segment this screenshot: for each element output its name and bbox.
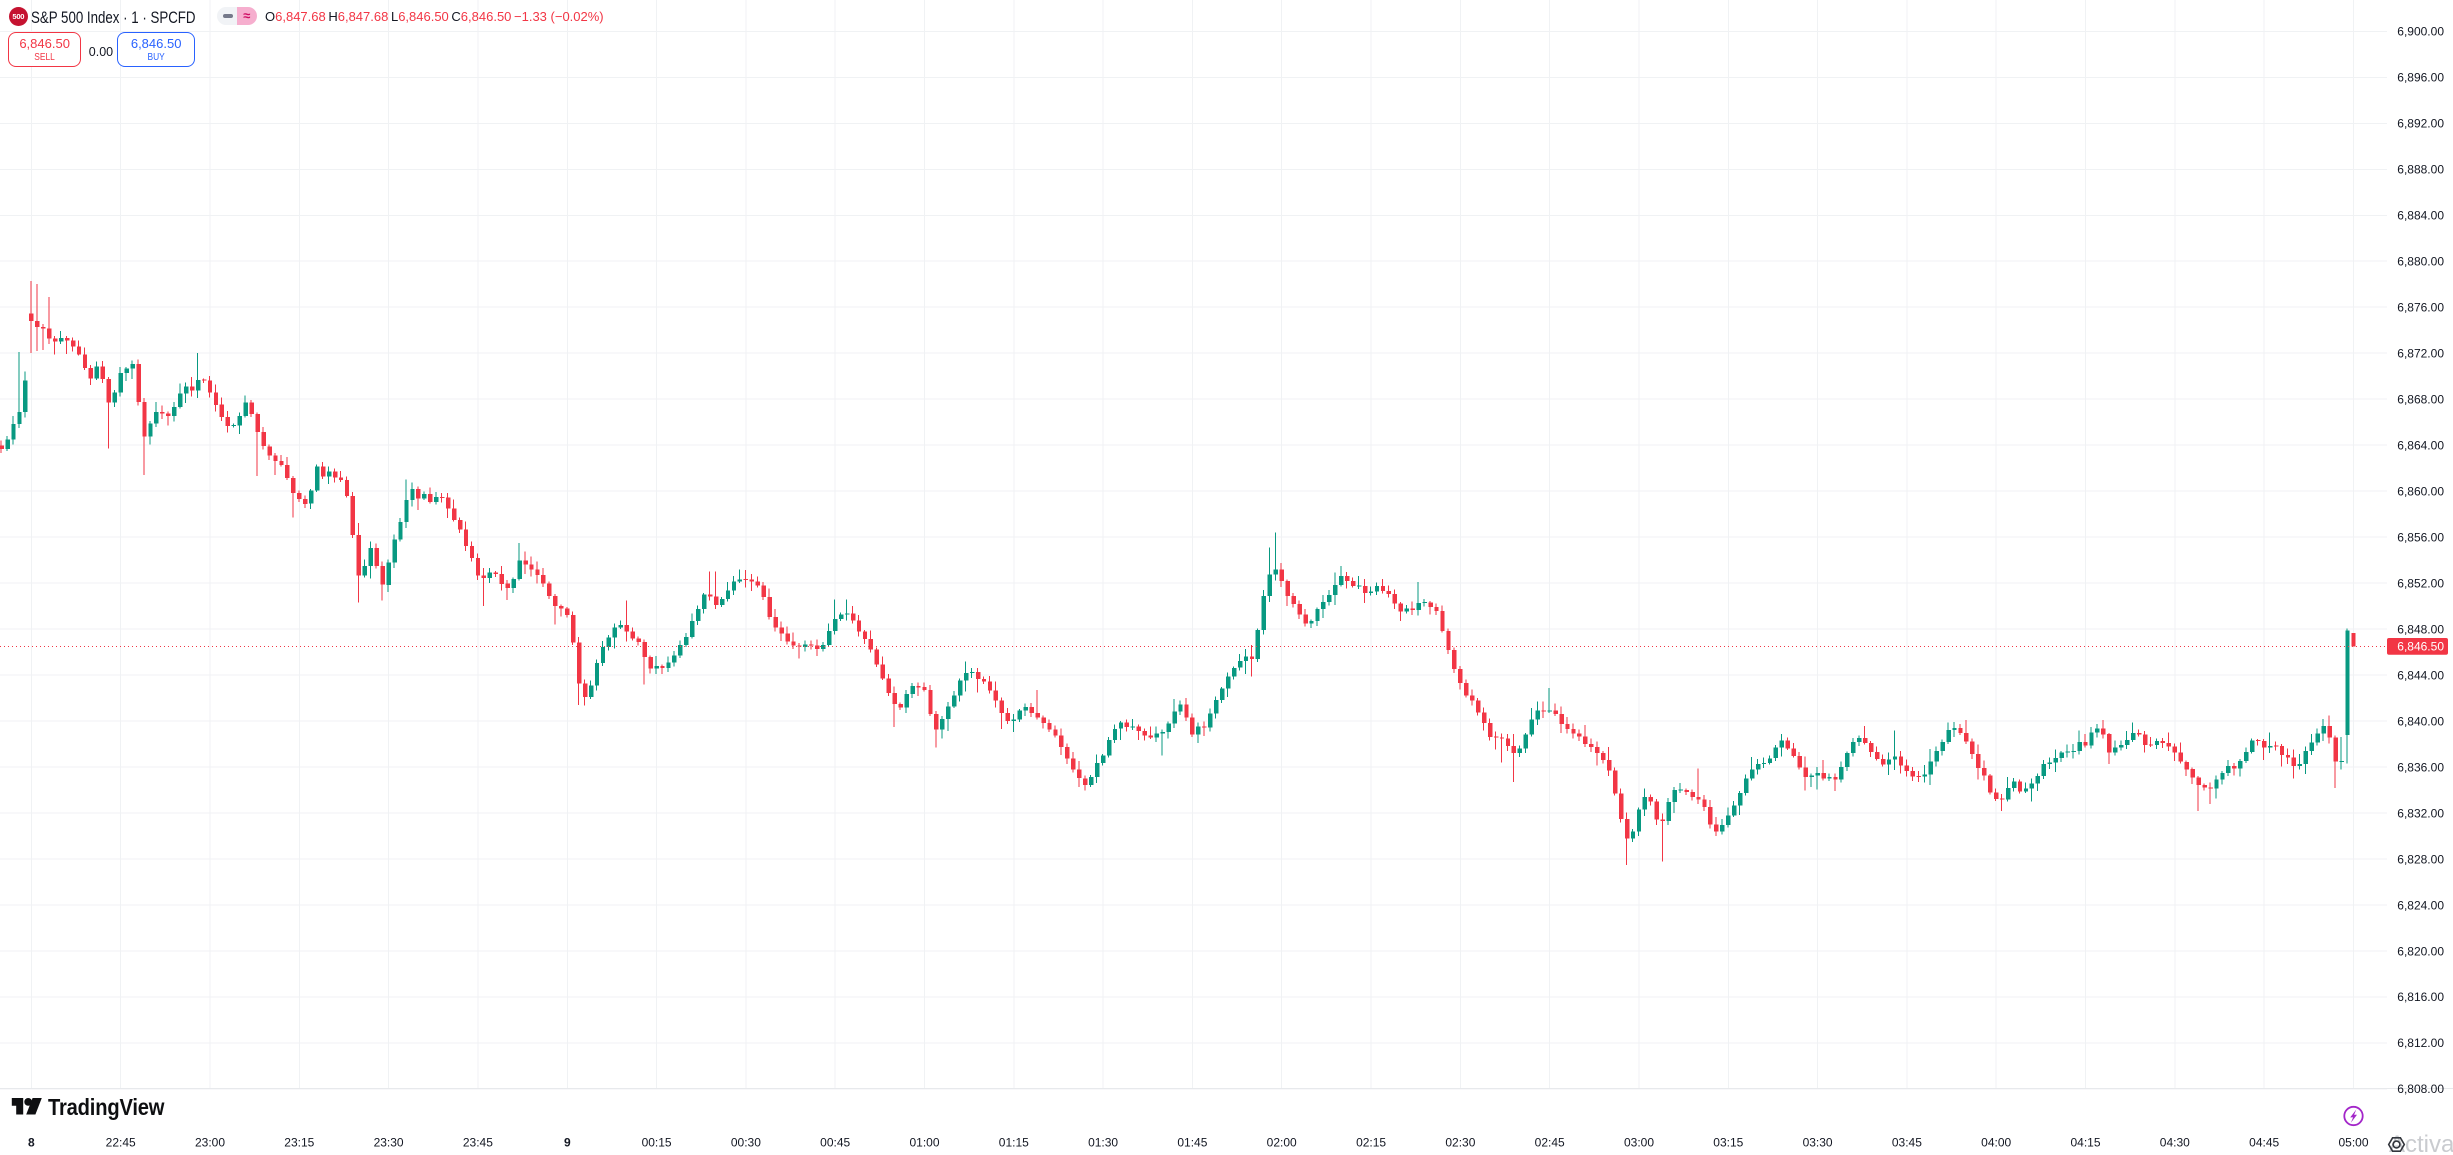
svg-text:6,872.00: 6,872.00 <box>2397 346 2444 360</box>
svg-text:6,832.00: 6,832.00 <box>2397 806 2444 820</box>
svg-text:6,824.00: 6,824.00 <box>2397 898 2444 912</box>
svg-text:04:15: 04:15 <box>2070 1135 2100 1149</box>
svg-text:6,884.00: 6,884.00 <box>2397 209 2444 223</box>
svg-text:6,856.00: 6,856.00 <box>2397 530 2444 544</box>
svg-text:6,876.00: 6,876.00 <box>2397 300 2444 314</box>
svg-text:00:15: 00:15 <box>642 1135 672 1149</box>
svg-text:22:45: 22:45 <box>106 1135 136 1149</box>
svg-text:6,852.00: 6,852.00 <box>2397 576 2444 590</box>
svg-text:6,880.00: 6,880.00 <box>2397 254 2444 268</box>
svg-text:6,888.00: 6,888.00 <box>2397 163 2444 177</box>
svg-text:6,840.00: 6,840.00 <box>2397 714 2444 728</box>
svg-text:05:00: 05:00 <box>2338 1135 2368 1149</box>
svg-text:9: 9 <box>564 1135 571 1149</box>
svg-text:23:45: 23:45 <box>463 1135 493 1149</box>
svg-text:01:15: 01:15 <box>999 1135 1029 1149</box>
svg-text:00:30: 00:30 <box>731 1135 761 1149</box>
svg-text:01:00: 01:00 <box>909 1135 939 1149</box>
svg-text:6,836.00: 6,836.00 <box>2397 760 2444 774</box>
svg-text:6,896.00: 6,896.00 <box>2397 71 2444 85</box>
svg-text:01:30: 01:30 <box>1088 1135 1118 1149</box>
svg-text:03:30: 03:30 <box>1803 1135 1833 1149</box>
svg-text:03:15: 03:15 <box>1713 1135 1743 1149</box>
svg-text:6,900.00: 6,900.00 <box>2397 25 2444 39</box>
svg-text:6,868.00: 6,868.00 <box>2397 392 2444 406</box>
svg-text:02:15: 02:15 <box>1356 1135 1386 1149</box>
svg-text:00:45: 00:45 <box>820 1135 850 1149</box>
svg-text:02:30: 02:30 <box>1445 1135 1475 1149</box>
svg-text:23:00: 23:00 <box>195 1135 225 1149</box>
svg-text:03:45: 03:45 <box>1892 1135 1922 1149</box>
svg-text:8: 8 <box>28 1135 35 1149</box>
svg-text:23:15: 23:15 <box>284 1135 314 1149</box>
svg-text:6,808.00: 6,808.00 <box>2397 1082 2444 1096</box>
svg-text:04:00: 04:00 <box>1981 1135 2011 1149</box>
svg-text:6,860.00: 6,860.00 <box>2397 484 2444 498</box>
svg-text:6,846.50: 6,846.50 <box>2397 640 2444 654</box>
svg-text:6,844.00: 6,844.00 <box>2397 668 2444 682</box>
svg-text:02:45: 02:45 <box>1535 1135 1565 1149</box>
svg-text:01:45: 01:45 <box>1177 1135 1207 1149</box>
svg-text:6,812.00: 6,812.00 <box>2397 1036 2444 1050</box>
svg-text:23:30: 23:30 <box>374 1135 404 1149</box>
svg-text:6,816.00: 6,816.00 <box>2397 990 2444 1004</box>
svg-text:04:45: 04:45 <box>2249 1135 2279 1149</box>
svg-text:04:30: 04:30 <box>2160 1135 2190 1149</box>
svg-text:6,892.00: 6,892.00 <box>2397 117 2444 131</box>
svg-text:03:00: 03:00 <box>1624 1135 1654 1149</box>
svg-text:6,864.00: 6,864.00 <box>2397 438 2444 452</box>
svg-text:6,828.00: 6,828.00 <box>2397 852 2444 866</box>
svg-text:6,848.00: 6,848.00 <box>2397 622 2444 636</box>
svg-text:6,820.00: 6,820.00 <box>2397 944 2444 958</box>
svg-text:02:00: 02:00 <box>1267 1135 1297 1149</box>
